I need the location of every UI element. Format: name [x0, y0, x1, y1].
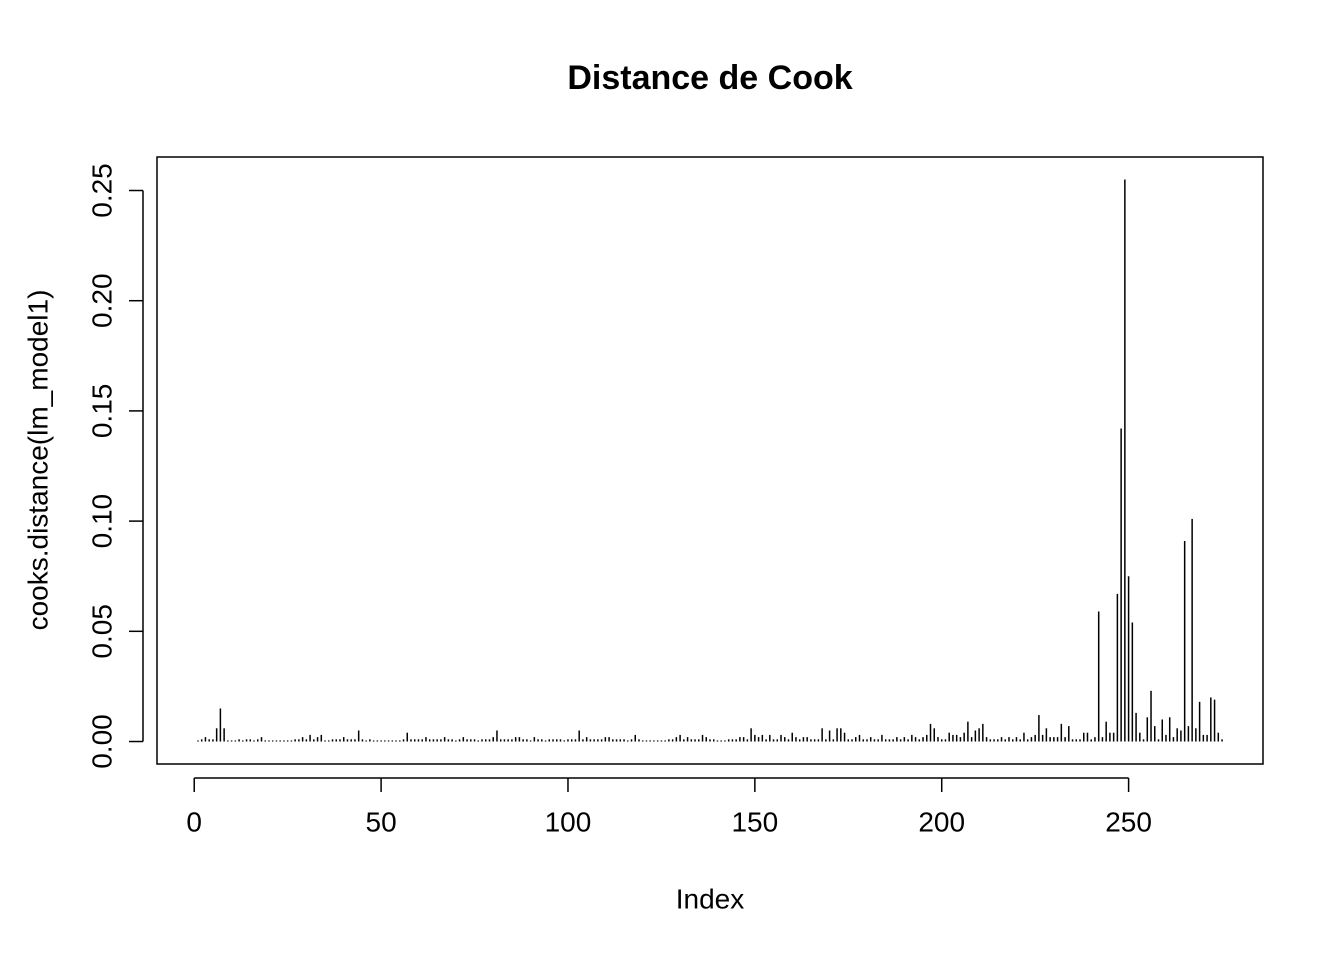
y-tick-label: 0.10	[86, 494, 117, 549]
y-tick-label: 0.15	[86, 384, 117, 439]
x-tick-label: 100	[545, 806, 592, 837]
y-tick-label: 0.20	[86, 273, 117, 328]
y-tick-label: 0.05	[86, 604, 117, 659]
y-tick-label: 0.00	[86, 714, 117, 769]
plot-frame	[156, 156, 1264, 765]
x-tick-label: 250	[1105, 806, 1152, 837]
x-axis-label: Index	[676, 883, 745, 914]
y-axis-label: cooks.distance(lm_model1)	[22, 290, 53, 631]
x-tick-label: 150	[731, 806, 778, 837]
chart-title: Distance de Cook	[567, 59, 852, 97]
y-tick-label: 0.25	[86, 163, 117, 218]
x-tick-label: 200	[918, 806, 965, 837]
x-tick-label: 50	[366, 806, 397, 837]
x-tick-label: 0	[186, 806, 202, 837]
